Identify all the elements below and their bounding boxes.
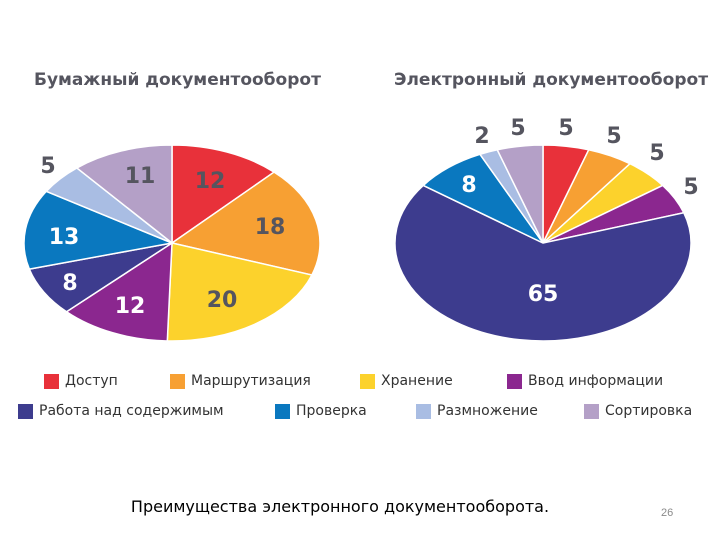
legend-swatch bbox=[360, 373, 375, 389]
legend-item-review: Проверка bbox=[275, 403, 367, 419]
legend-label: Хранение bbox=[381, 373, 453, 389]
pie-value-label-electronic-1: 5 bbox=[606, 124, 621, 149]
pie-paper: 12 18 20 12 8 13 5 11 bbox=[23, 144, 321, 342]
legend-swatch bbox=[416, 403, 431, 419]
pie-value-label-electronic-5: 8 bbox=[461, 173, 476, 198]
legend-item-content-work: Работа над содержимым bbox=[18, 403, 224, 419]
page-number: 26 bbox=[661, 507, 674, 519]
pie-value-label-paper-1: 18 bbox=[255, 215, 286, 240]
chart-title-electronic: Электронный документооборот bbox=[394, 70, 709, 90]
legend-item-access: Доступ bbox=[44, 373, 118, 389]
pie-slice-paper-7 bbox=[75, 144, 173, 245]
pie-slice-electronic-4 bbox=[394, 184, 692, 342]
pie-slice-paper-2 bbox=[166, 242, 313, 342]
legend-item-copying: Размножение bbox=[416, 403, 538, 419]
chart-title-paper: Бумажный документооборот bbox=[34, 70, 321, 90]
pie-value-label-paper-6: 5 bbox=[40, 154, 55, 179]
legend-item-storage: Хранение bbox=[360, 373, 453, 389]
legend-label: Работа над содержимым bbox=[39, 403, 224, 419]
legend-swatch bbox=[44, 373, 59, 389]
pie-slice-paper-0 bbox=[171, 144, 276, 245]
legend: Доступ Маршрутизация Хранение Ввод инфор… bbox=[0, 370, 720, 430]
pie-slice-paper-3 bbox=[65, 241, 173, 342]
pie-value-label-paper-5: 13 bbox=[49, 225, 80, 250]
legend-swatch bbox=[170, 373, 185, 389]
pie-slice-paper-1 bbox=[170, 171, 321, 276]
pie-value-label-paper-3: 12 bbox=[115, 294, 146, 319]
legend-swatch bbox=[507, 373, 522, 389]
pie-value-label-paper-4: 8 bbox=[62, 271, 77, 296]
legend-label: Ввод информации bbox=[528, 373, 664, 389]
pie-value-label-electronic-0: 5 bbox=[558, 116, 573, 141]
pie-value-label-paper-7: 11 bbox=[125, 164, 156, 189]
legend-swatch bbox=[18, 403, 33, 419]
legend-label: Проверка bbox=[296, 403, 367, 419]
pie-slice-electronic-7 bbox=[496, 144, 544, 244]
slide-caption: Преимущества электронного документооборо… bbox=[130, 497, 550, 516]
pie-value-label-electronic-6: 2 bbox=[474, 124, 489, 149]
legend-label: Сортировка bbox=[605, 403, 693, 419]
legend-label: Доступ bbox=[65, 373, 118, 389]
legend-label: Маршрутизация bbox=[191, 373, 311, 389]
legend-item-data-entry: Ввод информации bbox=[507, 373, 663, 389]
legend-swatch bbox=[584, 403, 599, 419]
pie-value-label-electronic-3: 5 bbox=[683, 175, 698, 200]
legend-item-sorting: Сортировка bbox=[584, 403, 692, 419]
pie-value-label-electronic-4: 65 bbox=[528, 282, 559, 307]
legend-swatch bbox=[275, 403, 290, 419]
legend-label: Размножение bbox=[437, 403, 538, 419]
pie-value-label-electronic-2: 5 bbox=[649, 141, 664, 166]
pie-slice-paper-5 bbox=[23, 190, 175, 270]
legend-item-routing: Маршрутизация bbox=[170, 373, 311, 389]
pie-value-label-electronic-7: 5 bbox=[510, 116, 525, 141]
pie-value-label-paper-0: 12 bbox=[195, 169, 226, 194]
pie-value-label-paper-2: 20 bbox=[207, 288, 238, 313]
